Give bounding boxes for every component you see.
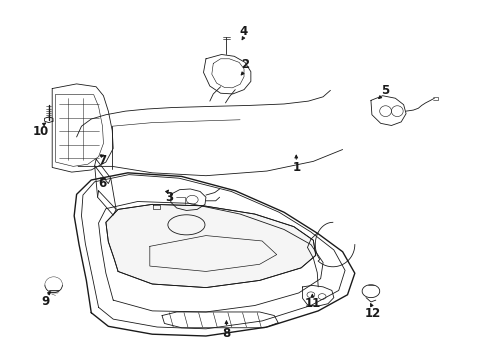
- Text: 10: 10: [33, 125, 49, 138]
- Text: 1: 1: [292, 161, 300, 174]
- Text: 11: 11: [304, 297, 320, 310]
- Text: 12: 12: [365, 307, 381, 320]
- Text: 6: 6: [98, 177, 107, 190]
- Text: 9: 9: [42, 295, 50, 308]
- Text: 8: 8: [222, 327, 231, 340]
- Text: 7: 7: [98, 154, 106, 167]
- Text: 5: 5: [381, 84, 390, 97]
- Text: 4: 4: [240, 25, 248, 38]
- Polygon shape: [106, 204, 316, 288]
- Text: 3: 3: [165, 191, 173, 204]
- Text: 2: 2: [241, 58, 249, 71]
